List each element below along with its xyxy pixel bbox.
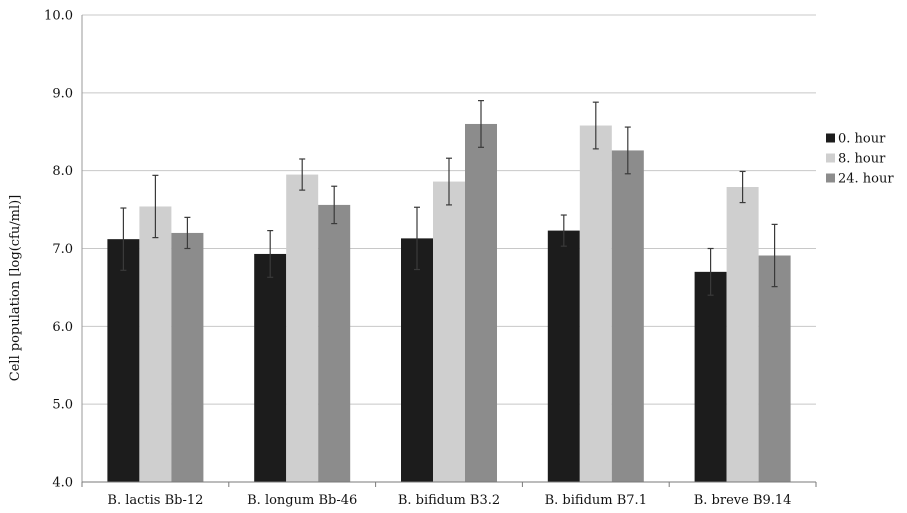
bar	[139, 206, 172, 482]
legend-swatch	[826, 173, 835, 183]
legend-label: 24. hour	[838, 172, 894, 187]
bar	[401, 238, 433, 482]
y-axis-title: Cell population [log(cfu/ml)]	[8, 195, 23, 381]
bar	[611, 150, 644, 482]
y-tick-label: 4.0	[52, 476, 73, 491]
x-category-label: B. bifidum B7.1	[545, 493, 647, 508]
bar	[758, 255, 791, 482]
y-tick-label: 8.0	[52, 164, 73, 179]
bar	[318, 204, 351, 482]
bar	[107, 239, 140, 482]
bar	[465, 123, 497, 482]
y-tick-label: 5.0	[52, 398, 73, 413]
bar	[726, 187, 759, 483]
legend-label: 8. hour	[838, 152, 886, 167]
x-category-labels: B. lactis Bb-12 B. longum Bb-46 B. bifidum…	[107, 493, 791, 508]
y-tick-label: 10.0	[44, 9, 73, 24]
y-tick-labels: 4.0 5.0 6.0 7.0 8.0 9.0 10.0	[44, 9, 73, 491]
x-category-label: B. longum Bb-46	[247, 493, 357, 508]
error-bars	[120, 100, 778, 296]
bar	[694, 271, 727, 482]
y-tick-label: 9.0	[52, 86, 73, 101]
legend: 0. hour 8. hour 24. hour	[826, 132, 894, 187]
legend-swatch	[826, 153, 835, 163]
bar	[286, 174, 319, 482]
x-category-label: B. lactis Bb-12	[107, 493, 203, 508]
legend-label: 0. hour	[838, 132, 886, 147]
bar	[254, 253, 287, 482]
x-category-label: B. breve B9.14	[694, 493, 792, 508]
y-tick-label: 7.0	[52, 242, 73, 257]
bar	[579, 125, 612, 483]
legend-swatch	[826, 133, 835, 143]
bar	[547, 230, 580, 482]
axes	[81, 15, 817, 487]
bar	[171, 232, 204, 482]
bar	[433, 181, 465, 482]
y-tick-label: 6.0	[52, 320, 73, 335]
bars	[107, 123, 791, 483]
x-category-label: B. bifidum B3.2	[398, 493, 500, 508]
